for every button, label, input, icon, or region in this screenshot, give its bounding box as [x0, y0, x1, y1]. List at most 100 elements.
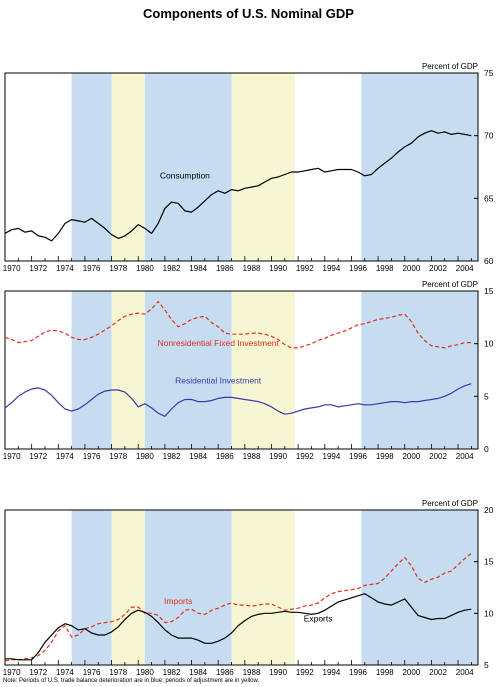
- series-label-exports: Exports: [304, 614, 333, 624]
- shade-band-blue: [144, 291, 232, 449]
- x-tick-label: 1990: [269, 668, 287, 677]
- shade-band-blue: [144, 510, 232, 665]
- series-line-consumption: [4, 130, 472, 242]
- plot-frame: [4, 509, 479, 666]
- shade-band-blue: [71, 510, 112, 665]
- x-tick-label: 1976: [83, 668, 101, 677]
- x-tick-label: 1976: [83, 264, 101, 273]
- x-tick-label: 1972: [29, 452, 47, 461]
- x-tick-label: 1980: [136, 668, 154, 677]
- panel-3: Percent of GDP 5 10 15 20 1970 1972 1974 1976 197…: [3, 499, 494, 677]
- x-tick-label: 1970: [3, 668, 21, 677]
- x-tick-label: 1974: [56, 264, 74, 273]
- x-tick-label: 2000: [402, 452, 420, 461]
- x-tick-label: 1970: [3, 264, 21, 273]
- series-line-residential-investment: [4, 383, 472, 417]
- x-tick-label: 1986: [216, 264, 234, 273]
- x-tick-label: 1990: [269, 264, 287, 273]
- x-tick-label: 1988: [243, 452, 261, 461]
- x-tick-label: 1998: [376, 452, 394, 461]
- x-tick-label: 1992: [296, 452, 314, 461]
- x-tick-label: 1974: [56, 452, 74, 461]
- shade-band-yellow: [111, 291, 145, 449]
- series-label-imports: Imports: [164, 596, 192, 606]
- x-tick-label: 1992: [296, 264, 314, 273]
- x-tick-label: 1984: [189, 452, 207, 461]
- x-tick-label: 1996: [349, 452, 367, 461]
- x-tick-label: 2000: [402, 668, 420, 677]
- x-tick-label: 1986: [216, 452, 234, 461]
- series-line-exports: [5, 593, 472, 661]
- shade-band-blue: [71, 73, 112, 261]
- shade-band-yellow: [231, 510, 295, 665]
- y-tick-label: 70: [484, 131, 494, 141]
- panel-1: Percent of GDP 60 65 70 75 1970 1972 1974 1976 19…: [3, 62, 494, 273]
- x-tick-label: 1996: [349, 668, 367, 677]
- x-tick-label: 1982: [163, 452, 181, 461]
- y-tick-label: 10: [484, 339, 494, 349]
- shade-band-blue: [361, 510, 478, 665]
- x-tick-label: 1984: [189, 264, 207, 273]
- shade-band-yellow: [231, 291, 295, 449]
- shade-band-yellow: [111, 510, 145, 665]
- x-tick-label: 1980: [136, 264, 154, 273]
- x-tick-label: 2000: [402, 264, 420, 273]
- x-tick-label: 1988: [243, 668, 261, 677]
- x-tick-label: 2004: [456, 452, 474, 461]
- x-tick-label: 1994: [323, 452, 341, 461]
- x-tick-label: 1978: [109, 668, 127, 677]
- y-tick-label: 5: [484, 391, 489, 401]
- panel-unit-label: Percent of GDP: [422, 499, 478, 508]
- x-tick-label: 1978: [109, 452, 127, 461]
- x-tick-label: 1998: [376, 264, 394, 273]
- y-tick-label: 0: [484, 444, 489, 454]
- x-tick-label: 1990: [269, 452, 287, 461]
- x-tick-label: 1974: [56, 668, 74, 677]
- series-label-residential-investment: Residential Investment: [175, 376, 262, 386]
- shade-band-blue: [361, 73, 478, 261]
- series-line-imports: [4, 552, 472, 662]
- x-tick-label: 1994: [323, 264, 341, 273]
- x-tick-label: 1982: [163, 668, 181, 677]
- panel-unit-label: Percent of GDP: [422, 280, 478, 289]
- x-tick-label: 1996: [349, 264, 367, 273]
- y-tick-label: 10: [484, 608, 494, 618]
- shade-band-yellow: [231, 73, 295, 261]
- x-tick-label: 1972: [29, 668, 47, 677]
- y-tick-label: 20: [484, 505, 494, 515]
- x-tick-label: 1998: [376, 668, 394, 677]
- shade-band-yellow: [111, 73, 145, 261]
- x-tick-label: 1992: [296, 668, 314, 677]
- plot-frame: [4, 290, 479, 450]
- shade-band-blue: [71, 291, 112, 449]
- y-tick-label: 65: [484, 193, 494, 203]
- page-title: Components of U.S. Nominal GDP: [143, 6, 354, 21]
- x-tick-label: 2002: [429, 668, 447, 677]
- series-label-consumption: Consumption: [160, 170, 210, 180]
- x-tick-label: 2004: [456, 264, 474, 273]
- x-tick-label: 1970: [3, 452, 21, 461]
- x-tick-label: 1982: [163, 264, 181, 273]
- panel-unit-label: Percent of GDP: [422, 62, 478, 71]
- plot-frame: [4, 72, 479, 262]
- y-tick-label: 5: [484, 660, 489, 670]
- x-tick-label: 1984: [189, 668, 207, 677]
- x-tick-label: 2002: [429, 452, 447, 461]
- series-line-nonresidential-fixed-investment: [4, 300, 472, 349]
- x-tick-label: 2002: [429, 264, 447, 273]
- y-tick-label: 15: [484, 286, 494, 296]
- x-tick-label: 2004: [456, 668, 474, 677]
- series-label-nonresidential-fixed-investment: Nonresidential Fixed Investment: [157, 338, 279, 348]
- panel-2: Percent of GDP 0 5 10 15 1970 1972 1974 1976 1978…: [3, 280, 494, 461]
- x-tick-label: 1980: [136, 452, 154, 461]
- x-tick-label: 1976: [83, 452, 101, 461]
- y-tick-label: 60: [484, 256, 494, 266]
- x-tick-label: 1994: [323, 668, 341, 677]
- x-tick-label: 1988: [243, 264, 261, 273]
- x-tick-label: 1972: [29, 264, 47, 273]
- shade-band-blue: [361, 291, 478, 449]
- footnote: Note: Periods of U.S. trade balance dete…: [3, 678, 260, 684]
- x-tick-label: 1978: [109, 264, 127, 273]
- x-tick-label: 1986: [216, 668, 234, 677]
